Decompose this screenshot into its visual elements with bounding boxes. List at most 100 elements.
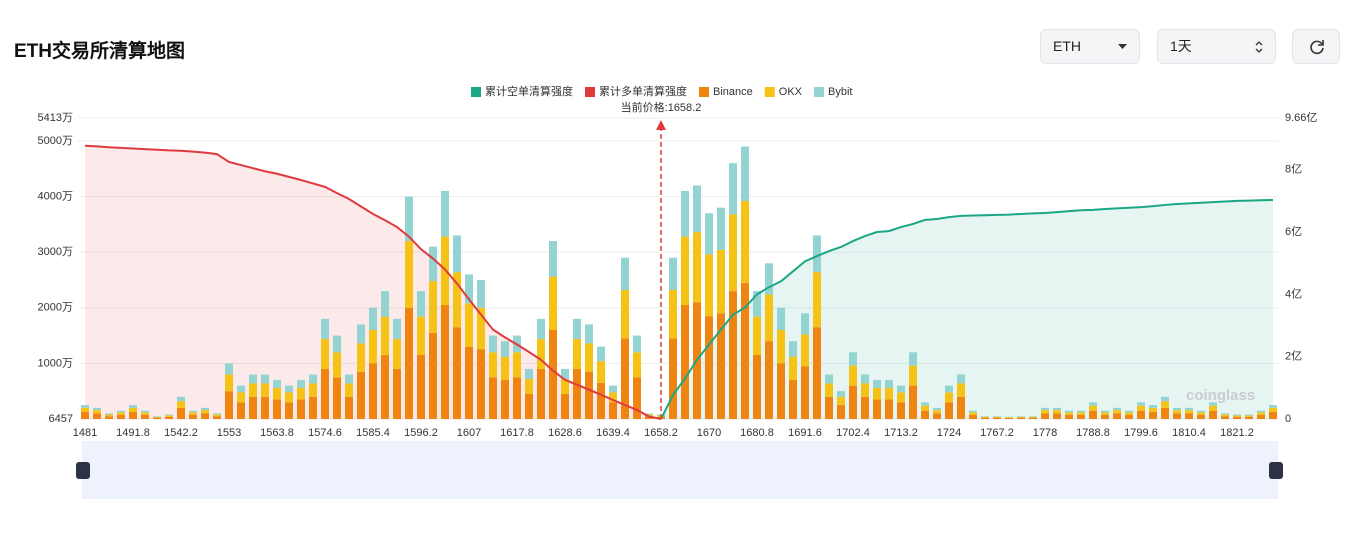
x-tick-label: 1713.2 bbox=[884, 427, 918, 439]
bar-segment bbox=[789, 356, 797, 381]
bar-segment bbox=[789, 380, 797, 419]
bar-segment bbox=[441, 236, 449, 305]
price-arrow bbox=[656, 120, 666, 130]
bar-segment bbox=[717, 207, 725, 250]
bar-segment bbox=[237, 392, 245, 403]
x-tick-label: 1481 bbox=[73, 427, 97, 439]
bar-segment bbox=[357, 371, 365, 419]
bar-segment bbox=[321, 368, 329, 419]
interval-value: 1天 bbox=[1170, 38, 1192, 54]
bar-segment bbox=[1185, 410, 1193, 414]
bar-segment bbox=[1053, 410, 1061, 414]
bar-segment bbox=[1017, 416, 1025, 417]
bar-segment bbox=[837, 391, 845, 397]
bar-segment bbox=[813, 235, 821, 273]
bar-segment bbox=[105, 416, 113, 419]
y-tick-label: 3000万 bbox=[38, 246, 73, 258]
bar-segment bbox=[273, 380, 281, 388]
x-tick-label: 1821.2 bbox=[1220, 427, 1254, 439]
bar-segment bbox=[705, 213, 713, 255]
bar-segment bbox=[549, 241, 557, 277]
bar-segment bbox=[429, 281, 437, 333]
bar-segment bbox=[1125, 414, 1133, 419]
bar-segment bbox=[1077, 410, 1085, 413]
bar-segment bbox=[369, 307, 377, 331]
bar-segment bbox=[1077, 414, 1085, 419]
bar-segment bbox=[1149, 405, 1157, 408]
bar-segment bbox=[1017, 417, 1025, 419]
bar-segment bbox=[933, 410, 941, 414]
x-tick-label: 1799.6 bbox=[1124, 427, 1158, 439]
bar-segment bbox=[165, 414, 173, 416]
bar-segment bbox=[477, 279, 485, 308]
bar-segment bbox=[825, 396, 833, 419]
zoom-slider bbox=[82, 441, 1278, 499]
bar-segment bbox=[1245, 414, 1253, 416]
bar-segment bbox=[585, 324, 593, 344]
bar-segment bbox=[921, 402, 929, 406]
bar-segment bbox=[441, 190, 449, 237]
bar-segment bbox=[465, 303, 473, 347]
bar-segment bbox=[861, 383, 869, 397]
bar-segment bbox=[789, 341, 797, 357]
bar-segment bbox=[1053, 413, 1061, 419]
bar-segment bbox=[705, 316, 713, 419]
bar-segment bbox=[153, 416, 161, 418]
bar-segment bbox=[1113, 413, 1121, 419]
refresh-icon bbox=[1310, 40, 1324, 55]
bar-segment bbox=[981, 416, 989, 417]
refresh-button[interactable] bbox=[1292, 29, 1340, 64]
bar-segment bbox=[177, 407, 185, 419]
bar-segment bbox=[285, 392, 293, 403]
y2-tick-label: 0 bbox=[1285, 413, 1291, 425]
bar-segment bbox=[765, 294, 773, 342]
bar-segment bbox=[609, 392, 617, 403]
bar-segment bbox=[525, 378, 533, 394]
bar-segment bbox=[957, 383, 965, 397]
bar-segment bbox=[201, 413, 209, 419]
bar-segment bbox=[1137, 410, 1145, 419]
x-tick-label: 1639.4 bbox=[596, 427, 630, 439]
bar-segment bbox=[1233, 416, 1241, 419]
interval-select[interactable]: 1天 bbox=[1157, 29, 1276, 64]
bar-segment bbox=[249, 396, 257, 419]
cumulative-line bbox=[84, 144, 662, 420]
bar-segment bbox=[345, 374, 353, 384]
bar-segment bbox=[309, 383, 317, 397]
bar-segment bbox=[657, 415, 665, 417]
bar-segment bbox=[1245, 416, 1253, 419]
legend-label: Binance bbox=[713, 86, 753, 98]
symbol-select[interactable]: ETH bbox=[1040, 29, 1140, 64]
bar-segment bbox=[1221, 414, 1229, 417]
bar-segment bbox=[669, 257, 677, 290]
bar-segment bbox=[1185, 407, 1193, 411]
bar-segment bbox=[141, 414, 149, 419]
bar-segment bbox=[237, 385, 245, 393]
x-tick-label: 1574.6 bbox=[308, 427, 342, 439]
bar-segment bbox=[1005, 417, 1013, 419]
bar-segment bbox=[477, 349, 485, 419]
bar-segment bbox=[297, 399, 305, 419]
bar-segment bbox=[405, 241, 413, 308]
bar-segment bbox=[945, 392, 953, 403]
bar-segment bbox=[549, 330, 557, 419]
bar-segment bbox=[273, 387, 281, 400]
bar-segment bbox=[393, 338, 401, 369]
x-tick-label: 1563.8 bbox=[260, 427, 294, 439]
x-tick-label: 1553 bbox=[217, 427, 241, 439]
bar-segment bbox=[969, 414, 977, 419]
page-title: ETH交易所清算地图 bbox=[14, 41, 186, 62]
bar-segment bbox=[105, 414, 113, 417]
bar-segment bbox=[321, 338, 329, 369]
bar-segment bbox=[801, 334, 809, 367]
bar-segment bbox=[501, 341, 509, 357]
bar-segment bbox=[525, 368, 533, 379]
bar-segment bbox=[1233, 414, 1241, 416]
bar-segment bbox=[837, 396, 845, 406]
bar-segment bbox=[873, 399, 881, 419]
bar-segment bbox=[1101, 410, 1109, 413]
bar-segment bbox=[1269, 405, 1277, 408]
bar-segment bbox=[177, 396, 185, 402]
y2-tick-label: 4亿 bbox=[1285, 287, 1302, 300]
